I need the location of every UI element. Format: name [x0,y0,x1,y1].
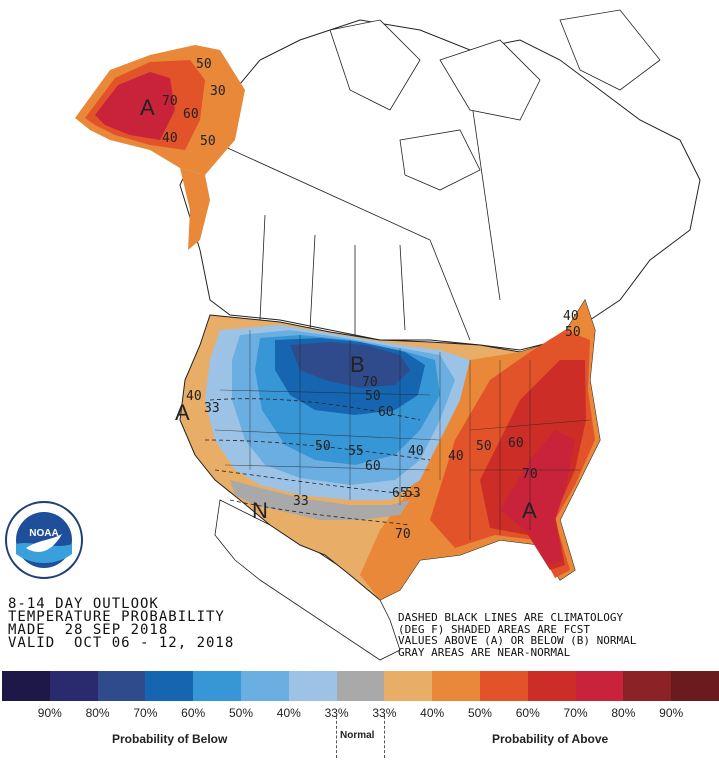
label-A-southeast: A [522,498,537,523]
label-70-south: 70 [395,527,411,542]
arctic-islands [329,9,661,191]
label-50-central: 50 [315,439,331,454]
outlook-map: A A A B N 70 60 50 50 30 40 40 33 33 50 … [75,9,701,661]
notes-line-4: GRAY AREAS ARE NEAR-NORMAL [398,645,571,659]
near-normal [230,480,410,520]
legend-tick-spacer [2,706,26,720]
legend-tick-label: 70% [133,706,158,720]
notes-line-2: (DEG F) SHADED AREAS ARE FCST [398,622,591,636]
legend-swatch [240,671,289,701]
legend-tick-label: 80% [611,706,636,720]
label-50-east: 50 [476,439,492,454]
label-65: 65 [392,486,408,501]
label-70-central: 70 [362,375,378,390]
info-line-4: VALID OCT 06 - 12, 2018 [8,635,235,651]
legend-tick-label: 60% [181,706,206,720]
label-40-northeast: 40 [563,309,579,324]
legend-swatch [288,671,337,701]
notes-line-3: VALUES ABOVE (A) OR BELOW (B) NORMAL [398,634,637,647]
legend-swatch [336,671,385,701]
label-60-alaska: 60 [183,107,199,122]
info-line-1: 8-14 DAY OUTLOOK [8,596,159,612]
alaska-shade-inner [95,72,175,140]
legend-swatch [193,671,241,701]
legend-swatch [671,671,719,701]
label-N: N [252,498,268,523]
label-40-west: 40 [186,389,202,404]
label-30-alaska: 30 [210,84,226,99]
label-33-south: 33 [293,494,309,509]
legend-tick-label: 40% [420,706,445,720]
legend-swatch [49,671,98,701]
legend-swatch [432,671,480,701]
map-notes: DASHED BLACK LINES ARE CLIMATOLOGY (DEG … [398,612,636,658]
outlook-info: 8-14 DAY OUTLOOK TEMPERATURE PROBABILITY… [8,596,235,651]
info-line-3: MADE 28 SEP 2018 [8,622,169,638]
legend-tick-label: 90% [659,706,684,720]
label-70-east: 70 [522,467,538,482]
legend-swatch [384,671,433,701]
legend-tick-label: 80% [85,706,110,720]
legend-swatch [145,671,194,701]
label-A-alaska: A [140,95,155,120]
label-50-northeast: 50 [565,325,581,340]
noaa-logo-text: NOAA [29,528,58,539]
noaa-logo: NOAA [4,500,84,580]
legend-tick-label: 90% [37,706,62,720]
label-40-alaska: 40 [162,131,178,146]
normal-divider-right [384,716,385,758]
label-50-north: 50 [365,389,381,404]
legend-tick-label: 33% [324,706,349,720]
label-33-west: 33 [204,401,220,416]
label-A-west: A [175,400,190,425]
normal-caption: Normal [340,730,375,741]
legend-swatch [527,671,576,701]
legend-swatch [2,671,50,701]
label-40-central: 40 [408,444,424,459]
label-50-alaska-top: 50 [196,57,212,72]
label-70-alaska: 70 [162,94,178,109]
legend-swatch [575,671,624,701]
canada-provinces [209,89,501,341]
alaska-panhandle [180,168,210,250]
legend-swatch [623,671,672,701]
legend-swatch [97,671,146,701]
label-53: 53 [405,486,421,501]
legend-ticks: 90% 80% 70% 60% 50% 40% 33% 33% 40% 50% 60% 70% 80% 9… [2,706,719,720]
label-60-east: 60 [508,436,524,451]
notes-line-1: DASHED BLACK LINES ARE CLIMATOLOGY [398,611,624,624]
climatology-lines [204,398,431,526]
info-line-2: TEMPERATURE PROBABILITY [8,609,225,625]
label-40-east: 40 [448,449,464,464]
legend-tick-label: 33% [372,706,397,720]
normal-divider-left [336,716,337,758]
label-60-central: 60 [365,459,381,474]
label-60-central-north: 60 [378,405,394,420]
label-50-alaska: 50 [200,134,216,149]
label-55: 55 [348,444,364,459]
below-caption: Probability of Below [112,732,228,746]
legend-tick-label: 50% [467,706,492,720]
above-caption: Probability of Above [492,732,609,746]
legend-tick-label: 50% [228,706,253,720]
legend-tick-spacer [695,706,719,720]
legend-swatch [479,671,528,701]
state-lines [214,330,591,540]
legend-tick-label: 70% [563,706,588,720]
legend-color-bar [2,671,719,701]
legend-tick-label: 40% [276,706,301,720]
label-B: B [350,352,365,377]
legend-tick-label: 60% [515,706,540,720]
east-above-80 [500,430,575,565]
